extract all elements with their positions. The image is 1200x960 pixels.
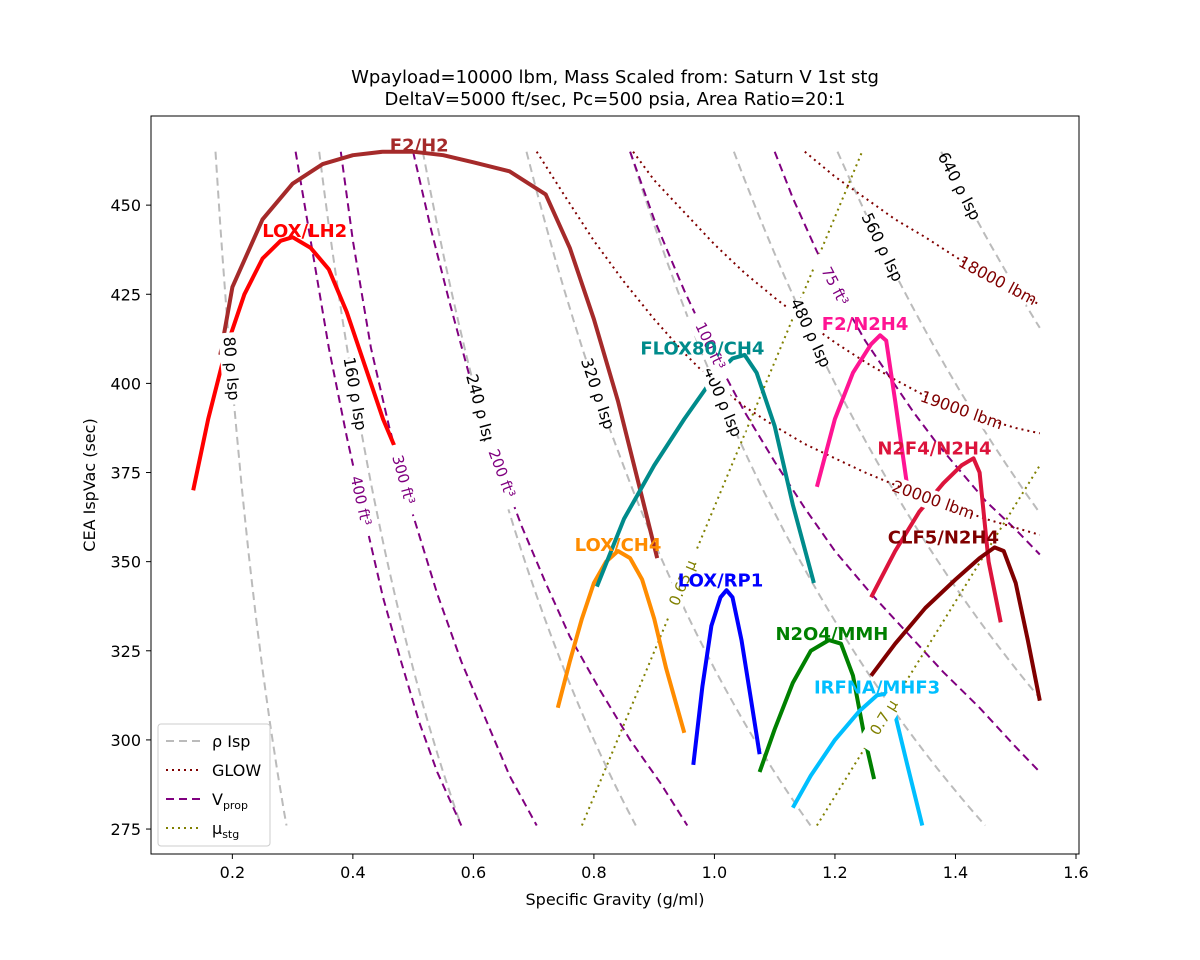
series-label-clf5-n2h4: CLF5/N2H4 [888,528,999,549]
vprop-line-75-ft [773,151,1041,556]
series-line-n2o4-mmh [757,638,877,780]
x-tick-label-4: 1.0 [702,863,727,882]
vprop-label-400-ft-bg [343,463,379,539]
x-tick-label-5: 1.2 [822,863,847,882]
rho-isp-line-320 [525,151,812,827]
series-line-flox80-ch4 [595,352,816,588]
series-line-f2-n2h4 [814,333,910,488]
x-tick-label-0: 0.2 [220,863,245,882]
legend-label-0: ρ Isp [212,732,250,751]
series-layer [191,149,1042,826]
x-tick-label-1: 0.4 [340,863,365,882]
vprop-label-100-ft-bg [685,309,735,383]
series-line-irfna-mhf3 [791,691,925,826]
rho-isp-label-400-bg [699,365,746,440]
series-line-n2f4-n2h4 [869,456,1003,623]
chart-title-line-2: DeltaV=5000 ft/sec, Pc=500 psia, Area Ra… [385,89,846,110]
y-tick-label-0: 275 [110,820,141,839]
rho-isp-line-240 [421,151,637,826]
vprop-line-100-ft [629,151,1041,773]
glow-label-20000-lbm-bg [895,478,971,522]
rho-isp-label-640-bg [933,149,985,223]
rho-isp-line-400 [629,151,986,827]
y-axis-label: CEA IspVac (sec) [80,418,99,551]
rho-isp-label-80-bg [218,331,245,406]
series-label-n2o4-mmh: N2O4/MMH [775,624,888,645]
glow-label-19000-lbm-bg [924,389,999,432]
x-tick-label-7: 1.6 [1063,863,1088,882]
y-tick-label-5: 400 [110,374,141,393]
x-axis-label: Specific Gravity (g/ml) [526,890,705,909]
series-label-f2-h2: F2/H2 [390,136,449,157]
y-tick-label-6: 425 [110,285,141,304]
vprop-line-200-ft [412,151,689,827]
y-tick-label-7: 450 [110,196,141,215]
rho-isp-label-560-bg [857,210,907,285]
legend-label-1: GLOW [212,761,261,780]
legend-label-sub-2: prop [223,799,248,812]
vprop-line-400-ft [294,151,463,826]
legend-box [157,723,271,847]
series-label-f2-n2h4: F2/N2H4 [822,314,909,335]
y-tick-label-2: 325 [110,642,141,661]
rho-isp-label-320-bg [576,356,619,432]
rho-isp-label-80-group: 80 ρ Isp [218,331,245,406]
series-line-clf5-n2h4 [869,545,1042,702]
vprop-label-300-ft-bg [384,442,423,518]
mu-stg-line-0-65 [580,151,864,826]
series-label-irfna-mhf3: IRFNA/MHF3 [814,677,940,698]
series-label-lox-rp1: LOX/RP1 [678,571,764,592]
vprop-label-200-ft-bg [479,436,524,511]
y-tick-label-1: 300 [110,731,141,750]
y-tick-label-3: 350 [110,553,141,572]
chart-title-line-1: Wpayload=10000 lbm, Mass Scaled from: Sa… [351,67,879,88]
series-line-lox-rp1 [691,588,762,766]
vprop-label-75-ft-bg [809,249,861,323]
series-label-lox-lh2: LOX/LH2 [262,221,347,242]
series-line-lox-ch4 [555,549,687,734]
series-line-f2-h2 [218,149,660,559]
x-tick-label-6: 1.4 [943,863,968,882]
axes-layer: 0.2 0.4 0.6 0.8 1.0 1.2 1.4 1.6 275 300 325 350 375 4… [110,196,1088,882]
mu-stg-label-0-65-bg [659,545,706,620]
x-tick-label-2: 0.6 [461,863,486,882]
rho-isp-label-240-bg [461,372,500,448]
series-label-n2f4-n2h4: N2F4/N2H4 [877,439,991,460]
y-tick-label-4: 375 [110,464,141,483]
rho-isp-line-480 [732,151,1041,699]
rho-isp-label-480-bg [785,296,835,370]
mu-stg-label-0-7-bg [856,681,912,754]
rho-isp-line-160 [318,151,463,826]
glow-label-18000-lbm-bg [961,255,1035,307]
mu-stg-line-0-7 [816,464,1041,827]
vprop-line-300-ft [339,151,538,826]
rho-isp-label-160-bg [338,356,371,431]
plot-frame [150,115,1080,855]
legend-label-sub-3: stg [222,828,239,841]
series-label-flox80-ch4: FLOX80/CH4 [640,339,764,360]
x-tick-label-3: 0.8 [581,863,606,882]
series-label-lox-ch4: LOX/CH4 [575,535,662,556]
